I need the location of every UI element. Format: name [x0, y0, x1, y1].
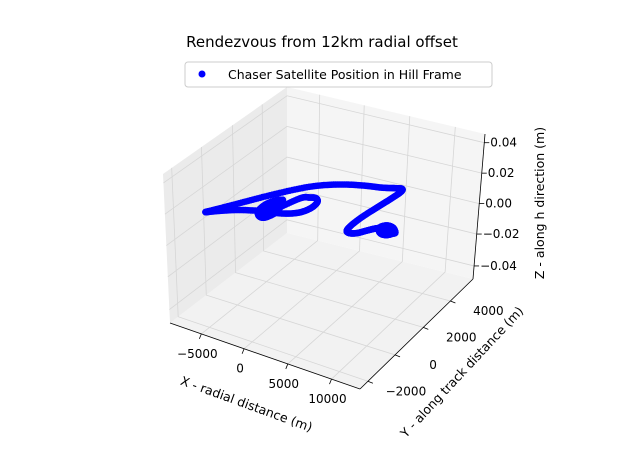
back-pane: [287, 87, 485, 279]
x-tick-label: −5000: [177, 347, 218, 361]
y-tick-label: 4000: [473, 304, 504, 318]
y-tick-label: 2000: [446, 330, 477, 344]
x-gridline: [287, 116, 411, 365]
x-axis-line: [169, 322, 361, 390]
z-tick-label: 0.00: [485, 197, 512, 211]
x-gridline: [201, 94, 321, 335]
z-gridline: [163, 95, 485, 184]
x-tick-label: 5000: [269, 377, 300, 391]
x-gridline: [243, 105, 365, 350]
y-tick-label: 0: [429, 358, 437, 372]
data-points: [202, 181, 406, 239]
y-axis-line: [359, 278, 474, 390]
z-gridline: [164, 125, 482, 215]
y-tick-label: −2000: [386, 384, 427, 398]
data-point: [386, 227, 394, 234]
y-gridline: [201, 147, 396, 356]
legend: Chaser Satellite Position in Hill Frame: [184, 61, 493, 88]
x-gridline: [331, 126, 456, 380]
z-gridline: [166, 156, 480, 246]
axis-lines: [169, 133, 486, 390]
x-tick-mark: [241, 348, 245, 354]
y-tick-mark: [450, 300, 456, 304]
y-gridline: [232, 125, 424, 328]
z-gridline: [169, 219, 475, 310]
x-tick-mark: [198, 333, 202, 340]
z-gridline: [167, 187, 477, 278]
grid-lines: [163, 94, 485, 382]
z-tick-label: 0.02: [488, 166, 515, 180]
x-tick-label: 0: [236, 362, 244, 376]
x-tick-mark: [329, 378, 332, 385]
z-axis-label: Z - along h direction (m): [532, 127, 547, 279]
y-tick-mark: [423, 327, 429, 330]
y-gridline: [261, 104, 451, 302]
floor-pane: [170, 233, 473, 389]
axes-panes: [163, 87, 485, 389]
z-tick-label: −0.02: [483, 227, 520, 241]
legend-label: Chaser Satellite Position in Hill Frame: [228, 67, 462, 82]
z-tick-label: 0.04: [490, 136, 517, 150]
legend-box: [184, 61, 493, 88]
chart-title: Rendezvous from 12km radial offset: [186, 33, 458, 51]
z-tick-label: −0.04: [480, 259, 517, 273]
x-tick-mark: [285, 363, 289, 370]
y-gridline: [171, 167, 369, 382]
z-axis-line: [472, 133, 486, 280]
tick-labels: −50000500010000−2000020004000−0.04−0.020…: [177, 136, 519, 406]
x-tick-label: 10000: [308, 392, 346, 406]
legend-marker: [198, 70, 206, 78]
y-tick-mark: [394, 354, 401, 358]
y-tick-mark: [367, 380, 374, 384]
